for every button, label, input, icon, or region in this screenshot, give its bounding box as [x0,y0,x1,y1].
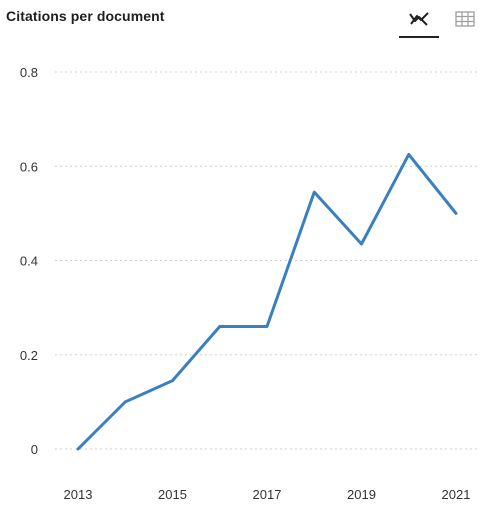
x-tick-label: 2017 [253,487,282,502]
data-point[interactable] [450,207,462,219]
line-chart: 0 0.2 0.4 0.6 0.8 2013 2015 2017 2019 2021 [20,65,478,502]
data-point[interactable] [261,320,273,332]
x-tick-label: 2021 [442,487,471,502]
chart-title: Citations per document [6,8,165,24]
data-point[interactable] [403,148,415,160]
table-view-button[interactable] [447,2,483,36]
y-tick-label: 0.2 [20,348,38,363]
x-tick-label: 2019 [347,487,376,502]
chart-view-button[interactable] [399,2,439,38]
chart-area: 0 0.2 0.4 0.6 0.8 2013 2015 2017 2019 2021 [0,42,493,505]
table-grid-icon [455,11,475,27]
y-tick-label: 0.4 [20,254,38,269]
y-tick-label: 0 [31,442,38,457]
y-tick-label: 0.8 [20,65,38,80]
line-chart-icon [409,12,429,26]
data-point[interactable] [308,186,320,198]
y-tick-label: 0.6 [20,159,38,174]
chart-header: Citations per document [0,0,493,42]
series-line [76,152,458,451]
data-point[interactable] [356,238,368,250]
data-point[interactable] [167,375,179,387]
data-point[interactable] [214,320,226,332]
x-tick-label: 2015 [158,487,187,502]
data-point[interactable] [72,443,84,455]
x-tick-label: 2013 [64,487,93,502]
data-point[interactable] [119,396,131,408]
